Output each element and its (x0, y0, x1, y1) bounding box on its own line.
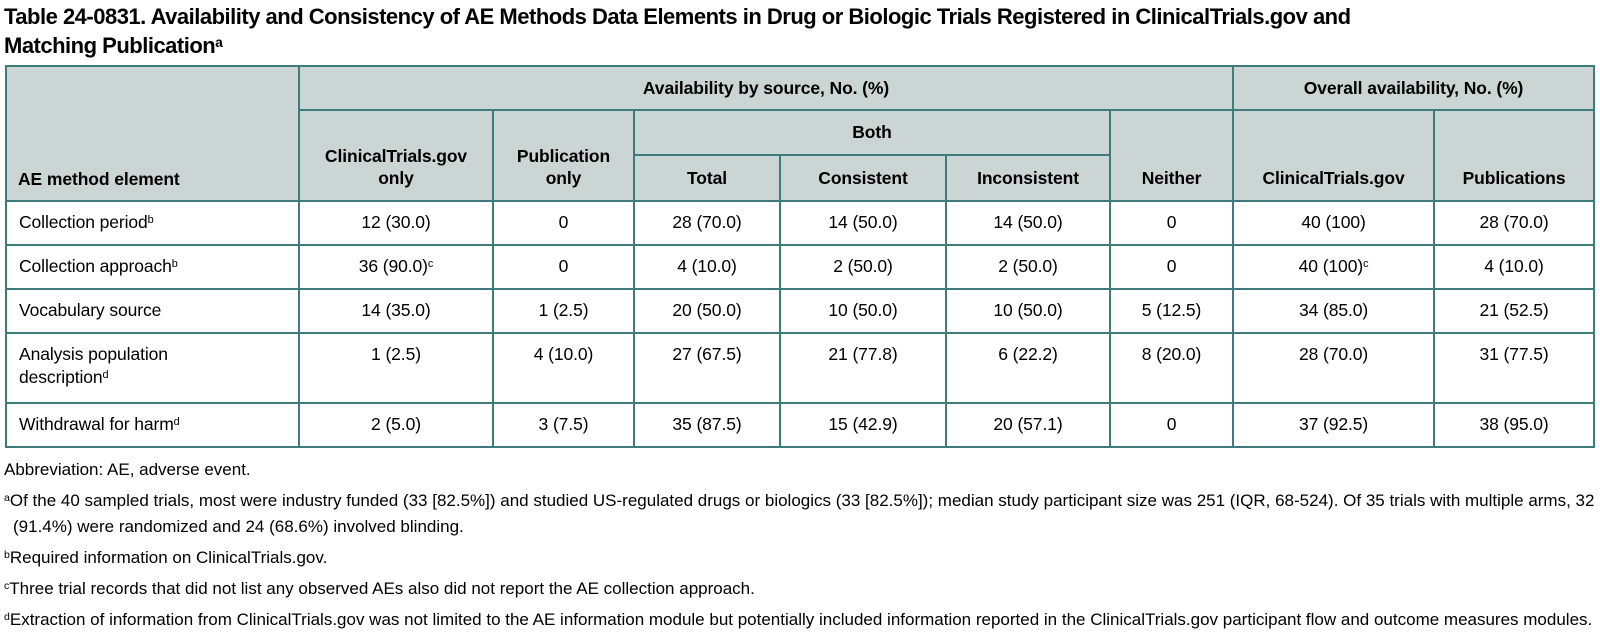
column-group-availability-by-source: Availability by source, No. (%) (297, 65, 1235, 111)
footnote-marker: c (427, 258, 434, 271)
table-row-vocabulary-source: Vocabulary source 14 (35.0) 1 (2.5) 20 (… (5, 288, 1596, 334)
footnote-marker: c (1363, 258, 1369, 271)
table-cell: 10 (50.0) (779, 288, 947, 334)
row-label-text: Collection approach (19, 256, 172, 276)
footnote-b: bRequired information on ClinicalTrials.… (4, 548, 328, 567)
table-cell: 4 (10.0) (633, 244, 781, 290)
header-row-sources: ClinicalTrials.gov only Publication only… (6, 109, 1596, 202)
table-cell: 34 (85.0) (1232, 288, 1436, 334)
table-cell: 28 (70.0) (1232, 332, 1436, 404)
table-row-collection-approach: Collection approachb 36 (90.0)c 0 4 (10.… (5, 244, 1596, 290)
table-cell: 2 (50.0) (779, 244, 947, 290)
table-cell: 0 (1108, 200, 1235, 246)
table-cell: 28 (70.0) (1433, 200, 1596, 246)
table-cell: 2 (50.0) (945, 244, 1111, 290)
row-label: Collection periodb (5, 200, 300, 246)
footnote-marker: c (4, 580, 10, 593)
table-cell: 10 (50.0) (945, 288, 1111, 334)
table-cell: 38 (95.0) (1433, 402, 1596, 448)
table-title-footnote-marker: a (215, 34, 223, 50)
table-cell: 0 (1108, 244, 1235, 290)
footnote-marker: b (4, 549, 10, 562)
table-cell: 35 (87.5) (633, 402, 781, 448)
footnote-marker: a (4, 492, 10, 505)
footnotes-section: Abbreviation: AE, adverse event. aOf the… (4, 457, 1596, 633)
table-cell: 36 (90.0)c (298, 244, 494, 290)
column-header-neither: Neither (1108, 109, 1235, 202)
row-label-text: Vocabulary source (19, 300, 162, 320)
table-title-line1: Table 24-0831. Availability and Consiste… (4, 4, 1351, 29)
table-cell: 21 (77.8) (779, 332, 947, 404)
table-cell: 0 (492, 244, 635, 290)
table-row-collection-period: Collection periodb 12 (30.0) 0 28 (70.0)… (5, 200, 1596, 246)
table-cell: 14 (50.0) (945, 200, 1111, 246)
table-cell: 14 (35.0) (298, 288, 494, 334)
table-row-withdrawal-for-harm: Withdrawal for harmd 2 (5.0) 3 (7.5) 35 … (5, 402, 1596, 448)
row-label-text: Analysis population description (19, 344, 168, 387)
header-row-both-split: Total Consistent Inconsistent (6, 154, 1594, 202)
table-cell: 37 (92.5) (1232, 402, 1436, 448)
table-cell: 3 (7.5) (492, 402, 635, 448)
table-row-analysis-population: Analysis population descriptiond 1 (2.5)… (5, 332, 1596, 404)
table-cell: 12 (30.0) (298, 200, 494, 246)
table-cell: 4 (10.0) (1433, 244, 1596, 290)
table-title-line2: Matching Publication (4, 33, 216, 58)
table-cell: 0 (492, 200, 635, 246)
column-header-publication-only: Publication only (492, 109, 635, 202)
ae-methods-table: AE method element Availability by source… (5, 65, 1596, 448)
table-cell: 1 (2.5) (298, 332, 494, 404)
column-header-inconsistent: Inconsistent (945, 154, 1111, 202)
table-cell: 0 (1108, 402, 1235, 448)
column-header-clinicaltrials-only: ClinicalTrials.gov only (298, 109, 494, 202)
table-cell: 21 (52.5) (1433, 288, 1596, 334)
table-cell: 6 (22.2) (945, 332, 1111, 404)
footnote-abbreviation: Abbreviation: AE, adverse event. (4, 460, 251, 479)
column-header-consistent: Consistent (779, 154, 947, 202)
table-cell: 27 (67.5) (633, 332, 781, 404)
footnote-marker: b (171, 258, 178, 271)
table-cell: 31 (77.5) (1433, 332, 1596, 404)
row-label: Analysis population descriptiond (5, 332, 300, 404)
table-cell: 40 (100) (1232, 200, 1436, 246)
footnote-c: cThree trial records that did not list a… (4, 579, 755, 598)
footnote-marker: d (102, 369, 109, 382)
table-title: Table 24-0831. Availability and Consiste… (4, 2, 1584, 60)
column-header-ae-method-element: AE method element (5, 65, 300, 202)
table-cell: 20 (50.0) (633, 288, 781, 334)
footnote-d: dExtraction of information from Clinical… (4, 610, 1593, 629)
footnote-marker: d (4, 611, 10, 624)
table-cell: 5 (12.5) (1108, 288, 1235, 334)
table-cell: 28 (70.0) (633, 200, 781, 246)
row-label-text: Collection period (19, 212, 148, 232)
footnote-marker: d (173, 416, 180, 429)
row-label: Vocabulary source (5, 288, 300, 334)
column-group-overall-availability: Overall availability, No. (%) (1232, 65, 1596, 111)
column-header-publications: Publications (1433, 109, 1596, 202)
table-cell: 40 (100)c (1232, 244, 1436, 290)
row-label-text: Withdrawal for harm (19, 414, 174, 434)
table-cell: 1 (2.5) (492, 288, 635, 334)
table-cell: 15 (42.9) (779, 402, 947, 448)
row-label: Collection approachb (5, 244, 300, 290)
row-label: Withdrawal for harmd (5, 402, 300, 448)
table-cell: 4 (10.0) (492, 332, 635, 404)
column-header-clinicaltrials: ClinicalTrials.gov (1232, 109, 1436, 202)
table-cell: 8 (20.0) (1108, 332, 1235, 404)
table-cell: 20 (57.1) (945, 402, 1111, 448)
footnote-a: aOf the 40 sampled trials, most were ind… (4, 491, 1595, 536)
table-cell: 2 (5.0) (298, 402, 494, 448)
table-cell: 14 (50.0) (779, 200, 947, 246)
column-header-total: Total (633, 154, 781, 202)
header-row-groups: AE method element Availability by source… (5, 65, 1596, 202)
footnote-marker: b (147, 214, 154, 227)
column-header-both: Both (633, 109, 1111, 156)
